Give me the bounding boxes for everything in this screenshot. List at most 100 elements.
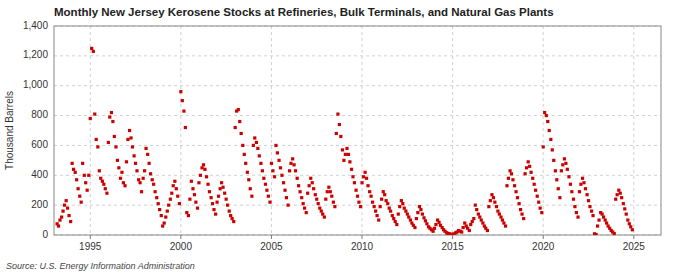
point: [206, 183, 209, 186]
point: [407, 215, 410, 218]
point: [300, 196, 303, 199]
point: [492, 196, 495, 199]
point: [404, 210, 407, 213]
point: [215, 201, 218, 204]
point: [164, 215, 167, 218]
point: [350, 168, 353, 171]
point: [246, 171, 249, 174]
point: [318, 207, 321, 210]
point: [360, 181, 363, 184]
point: [125, 160, 128, 163]
point: [240, 132, 243, 135]
point: [433, 227, 436, 230]
point: [123, 184, 126, 187]
point: [270, 162, 273, 165]
x-tick: [271, 235, 272, 239]
x-tick-label: 2020: [532, 241, 555, 252]
point: [437, 221, 440, 224]
point: [273, 175, 276, 178]
point: [348, 160, 351, 163]
point: [181, 99, 184, 102]
point: [66, 207, 69, 210]
point: [540, 211, 543, 214]
grid-line-y: [54, 85, 661, 86]
point: [584, 187, 587, 190]
point: [555, 178, 558, 181]
point: [276, 151, 279, 154]
point: [614, 198, 617, 201]
point: [280, 174, 283, 177]
x-tick: [452, 235, 453, 239]
point: [309, 177, 312, 180]
point: [72, 168, 75, 171]
grid-line-x: [543, 26, 544, 235]
point: [312, 187, 315, 190]
x-tick: [362, 235, 363, 239]
point: [298, 190, 301, 193]
point: [285, 196, 288, 199]
point: [74, 171, 77, 174]
point: [190, 180, 193, 183]
chart: 02004006008001,0001,2001,400199520002005…: [0, 0, 675, 275]
point: [90, 47, 93, 50]
point: [262, 177, 265, 180]
point: [495, 205, 498, 208]
y-tick-label: 1,400: [23, 20, 48, 31]
grid-line-y: [54, 205, 661, 206]
point: [128, 129, 131, 132]
point: [122, 181, 125, 184]
point: [63, 204, 66, 207]
point: [255, 141, 258, 144]
point: [279, 166, 282, 169]
point: [591, 214, 594, 217]
y-tick-label: 1,000: [23, 79, 48, 90]
point: [504, 224, 507, 227]
point: [570, 190, 573, 193]
point: [182, 109, 185, 112]
point: [516, 196, 519, 199]
point: [539, 207, 542, 210]
point: [104, 187, 107, 190]
point: [199, 174, 202, 177]
point: [205, 175, 208, 178]
point: [217, 195, 220, 198]
point: [628, 222, 631, 225]
point: [590, 210, 593, 213]
point: [256, 147, 259, 150]
point: [92, 50, 95, 53]
point: [167, 204, 170, 207]
point: [291, 157, 294, 160]
point: [529, 171, 532, 174]
point: [474, 204, 477, 207]
point: [514, 190, 517, 193]
point: [320, 210, 323, 213]
point: [578, 190, 581, 193]
point: [406, 213, 409, 216]
point: [359, 205, 362, 208]
point: [392, 217, 395, 220]
point: [321, 213, 324, 216]
point: [581, 177, 584, 180]
point: [178, 202, 181, 205]
point: [187, 214, 190, 217]
point: [389, 210, 392, 213]
point: [336, 112, 339, 115]
point: [261, 169, 264, 172]
point: [489, 199, 492, 202]
point: [629, 225, 632, 228]
x-tick-label: 1995: [79, 241, 102, 252]
point: [527, 160, 530, 163]
point: [282, 181, 285, 184]
point: [338, 123, 341, 126]
point: [463, 221, 466, 224]
point: [271, 169, 274, 172]
point: [394, 220, 397, 223]
point: [61, 210, 64, 213]
point: [596, 224, 599, 227]
point: [486, 229, 489, 232]
point: [95, 138, 98, 141]
point: [528, 165, 531, 168]
point: [292, 163, 295, 166]
point: [498, 213, 501, 216]
point: [557, 187, 560, 190]
